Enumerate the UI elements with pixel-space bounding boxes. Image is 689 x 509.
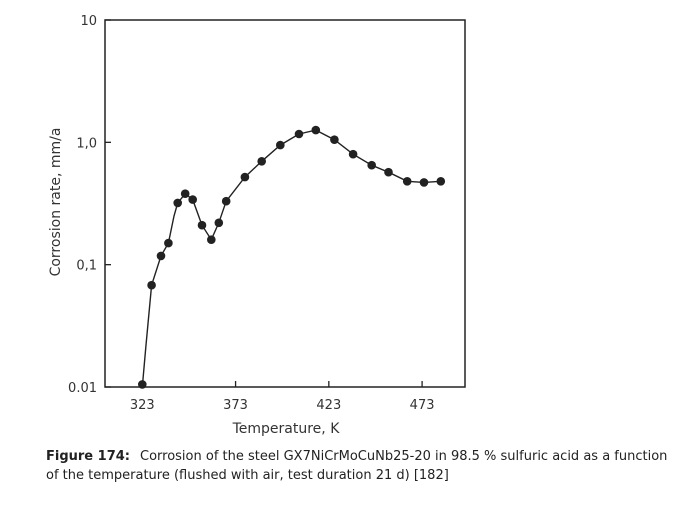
data-point bbox=[156, 251, 166, 261]
data-point bbox=[164, 238, 173, 248]
data-point bbox=[240, 172, 250, 182]
data-point bbox=[207, 235, 216, 244]
x-tick-label: 423 bbox=[316, 398, 341, 413]
data-point bbox=[138, 380, 147, 389]
data-point bbox=[197, 220, 207, 230]
data-point bbox=[348, 149, 358, 159]
data-point bbox=[221, 196, 231, 206]
y-axis-ticks: 0.01 0,1 1,0 10 bbox=[68, 14, 111, 396]
data-point bbox=[436, 177, 446, 186]
data-point bbox=[419, 178, 429, 187]
data-point bbox=[384, 167, 393, 177]
data-point bbox=[367, 160, 377, 170]
data-point bbox=[294, 129, 304, 139]
corrosion-chart: 0.01 0,1 1,0 10 323 373 423 473 Temperature, K… bbox=[48, 14, 466, 437]
data-point bbox=[330, 135, 339, 144]
data-point bbox=[180, 189, 190, 198]
data-point bbox=[402, 177, 412, 186]
data-point bbox=[214, 218, 224, 228]
data-point bbox=[257, 157, 267, 166]
x-tick-label: 373 bbox=[223, 398, 248, 413]
x-tick-label: 473 bbox=[410, 398, 435, 413]
data-point bbox=[147, 280, 156, 290]
y-tick-label: 0.01 bbox=[68, 381, 97, 396]
data-point bbox=[188, 195, 197, 204]
data-point bbox=[276, 140, 285, 150]
y-tick-label: 10 bbox=[80, 14, 97, 29]
y-tick-label: 0,1 bbox=[76, 259, 97, 274]
y-axis-title: Corrosion rate, mm/a bbox=[48, 128, 64, 277]
caption-label: Figure 174: bbox=[46, 449, 130, 464]
data-point bbox=[173, 198, 182, 208]
plot-frame bbox=[104, 19, 466, 388]
x-tick-label: 323 bbox=[130, 398, 155, 413]
data-points bbox=[138, 125, 446, 389]
caption-text: Corrosion of the steel GX7NiCrMoCuNb25-2… bbox=[46, 449, 668, 483]
x-axis-ticks: 323 373 423 473 bbox=[130, 381, 435, 413]
y-tick-label: 1,0 bbox=[76, 136, 97, 151]
x-axis-title: Temperature, K bbox=[232, 421, 341, 437]
data-point bbox=[311, 125, 321, 135]
series-line bbox=[141, 129, 441, 388]
figure-caption: Figure 174: Corrosion of the steel GX7NiC… bbox=[46, 447, 678, 485]
